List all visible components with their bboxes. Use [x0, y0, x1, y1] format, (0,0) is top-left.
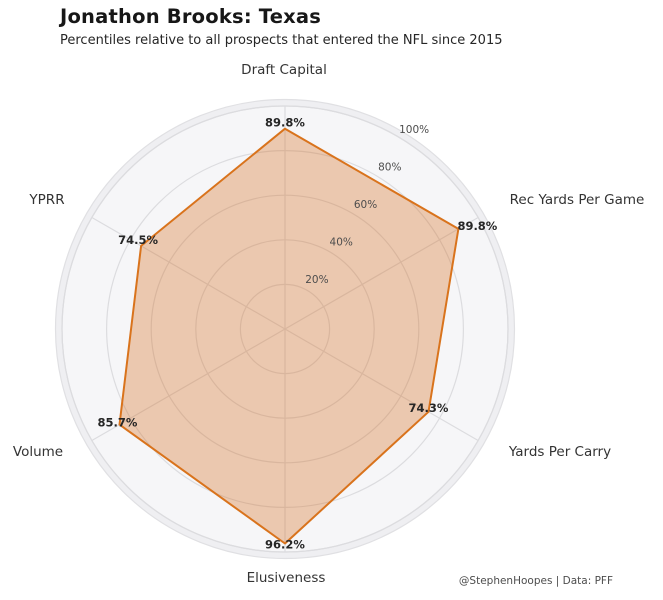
ring-label-80: 80%: [378, 162, 401, 174]
axis-label-4: Volume: [13, 444, 63, 460]
ring-label-60: 60%: [354, 199, 377, 211]
chart-subtitle: Percentiles relative to all prospects th…: [60, 33, 503, 48]
axis-label-1: Rec Yards Per Game: [510, 192, 645, 208]
axis-spoke-1: [284, 216, 479, 330]
value-label-2: 74.3%: [409, 401, 449, 415]
value-label-0: 89.8%: [265, 116, 305, 130]
value-label-5: 74.5%: [118, 233, 158, 247]
axis-label-5: YPRR: [28, 192, 64, 208]
chart-title: Jonathon Brooks: Texas: [60, 5, 322, 28]
ring-label-40: 40%: [330, 236, 353, 248]
ring-label-20: 20%: [305, 274, 328, 286]
axis-label-2: Yards Per Carry: [508, 444, 611, 460]
axis-spoke-4: [91, 328, 286, 442]
value-label-4: 85.7%: [98, 416, 138, 430]
ring-label-100: 100%: [399, 124, 429, 136]
axis-spoke-2: [284, 328, 479, 442]
axis-spoke-5: [91, 216, 286, 330]
axis-label-0: Draft Capital: [241, 62, 327, 78]
credit-text: @StephenHoopes | Data: PFF: [458, 575, 613, 587]
value-label-1: 89.8%: [457, 219, 497, 233]
data-polygon: [118, 127, 460, 545]
axis-label-3: Elusiveness: [247, 570, 326, 586]
value-label-3: 96.2%: [265, 538, 305, 552]
